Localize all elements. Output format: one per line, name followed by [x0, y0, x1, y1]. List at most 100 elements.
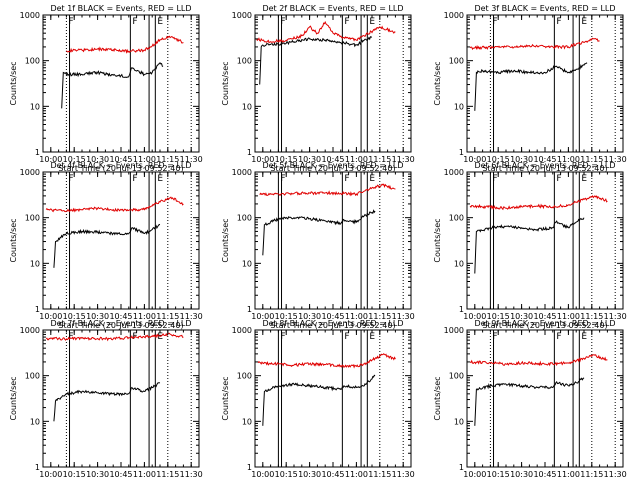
x-tick-label: 10:45: [533, 312, 556, 321]
x-tick-label: 10:30: [298, 312, 321, 321]
x-axis-label: Start Time (20-Jul-13 09:52:40): [270, 164, 395, 173]
x-tick-label: 10:15: [487, 470, 510, 479]
x-tick-label: 10:30: [86, 155, 109, 164]
x-tick-label: 11:30: [604, 470, 627, 479]
x-tick-label: 10:00: [251, 312, 274, 321]
time-marker-label: F: [68, 332, 73, 342]
x-tick-label: 11:00: [133, 155, 156, 164]
y-tick-label: 1000: [232, 11, 252, 20]
y-tick-label: 10: [30, 259, 40, 268]
y-axis-label: Counts/sec: [433, 218, 442, 262]
panel-title: Det 9f BLACK = Events, RED = LLD: [474, 319, 615, 328]
x-tick-label: 11:30: [604, 155, 627, 164]
plot-frame: [466, 14, 624, 153]
time-marker-label: E: [157, 332, 163, 342]
lld-series-line: [469, 195, 608, 211]
y-tick-label: 1: [35, 305, 40, 314]
time-marker-label: F: [132, 174, 137, 184]
panel-title: Det 5f BLACK = Events, RED = LLD: [262, 161, 403, 170]
x-axis-label: Start Time (20-Jul-13 09:52:40): [270, 321, 395, 330]
detector-panel: Det 2f BLACK = Events, RED = LLD F F E 1 10 10…: [221, 4, 415, 173]
panel-title: Det 8f BLACK = Events, RED = LLD: [262, 319, 403, 328]
x-tick-label: 11:15: [156, 312, 179, 321]
time-marker-label: F: [132, 17, 137, 27]
y-tick-label: 100: [25, 57, 40, 66]
time-marker-label: E: [369, 17, 375, 27]
lld-series-line: [45, 196, 184, 213]
time-marker-label: E: [157, 174, 163, 184]
x-tick-label: 11:30: [604, 312, 627, 321]
x-tick-label: 11:15: [156, 155, 179, 164]
y-tick-label: 1: [35, 463, 40, 472]
x-tick-label: 10:45: [109, 155, 132, 164]
time-marker-label: F: [280, 17, 285, 27]
x-tick-label: 10:45: [109, 470, 132, 479]
plot-frame: [42, 329, 200, 468]
y-tick-label: 1000: [20, 326, 40, 335]
y-tick-label: 10: [30, 102, 40, 111]
x-tick-label: 10:45: [533, 155, 556, 164]
events-series-line: [61, 61, 164, 109]
x-axis-label: Start Time (20-Jul-13 09:52:40): [58, 321, 183, 330]
events-series-line: [53, 223, 161, 268]
x-tick-label: 10:45: [321, 155, 344, 164]
time-marker-label: F: [556, 332, 561, 342]
time-marker-label: E: [157, 17, 163, 27]
x-tick-label: 10:30: [510, 312, 533, 321]
x-tick-label: 11:00: [345, 312, 368, 321]
y-tick-label: 100: [25, 214, 40, 223]
y-axis-label: Counts/sec: [221, 61, 230, 105]
panel-title: Det 3f BLACK = Events, RED = LLD: [474, 4, 615, 13]
x-tick-label: 10:30: [510, 470, 533, 479]
time-marker-label: E: [581, 17, 587, 27]
events-series-line: [474, 62, 588, 111]
events-series-line: [262, 209, 376, 256]
x-tick-label: 10:00: [39, 155, 62, 164]
y-tick-label: 10: [30, 417, 40, 426]
x-tick-label: 10:15: [487, 155, 510, 164]
x-tick-label: 10:15: [275, 312, 298, 321]
y-tick-label: 100: [449, 214, 464, 223]
y-axis-label: Counts/sec: [221, 376, 230, 420]
y-tick-label: 1000: [444, 168, 464, 177]
x-tick-label: 10:45: [321, 470, 344, 479]
x-tick-label: 11:30: [180, 155, 203, 164]
time-marker-label: F: [492, 17, 497, 27]
x-tick-label: 10:15: [275, 470, 298, 479]
y-tick-label: 1: [247, 305, 252, 314]
x-axis-label: Start Time (20-Jul-13 09:52:40): [482, 164, 607, 173]
x-tick-label: 10:45: [321, 312, 344, 321]
y-axis-label: Counts/sec: [433, 376, 442, 420]
time-marker-label: F: [344, 174, 349, 184]
time-marker-label: F: [68, 174, 73, 184]
x-tick-label: 10:00: [463, 470, 486, 479]
y-tick-label: 1000: [232, 326, 252, 335]
x-tick-label: 10:00: [251, 155, 274, 164]
y-tick-label: 1: [35, 148, 40, 157]
time-marker-label: F: [68, 17, 73, 27]
lld-series-line: [45, 332, 184, 342]
y-tick-label: 1: [459, 148, 464, 157]
y-tick-label: 1: [459, 305, 464, 314]
y-tick-label: 1000: [232, 168, 252, 177]
x-tick-label: 11:30: [180, 312, 203, 321]
time-marker-label: F: [492, 332, 497, 342]
detector-panel: Det 6f BLACK = Events, RED = LLD F F E 1 10 10…: [433, 161, 627, 330]
events-series-line: [262, 374, 376, 426]
panel-title: Det 7f BLACK = Events, RED = LLD: [50, 319, 191, 328]
x-tick-label: 10:45: [109, 312, 132, 321]
detector-panel: Det 4f BLACK = Events, RED = LLD F F E 1 10 10…: [9, 161, 203, 330]
y-tick-label: 1000: [20, 11, 40, 20]
x-tick-label: 10:15: [275, 155, 298, 164]
plot-frame: [42, 171, 200, 310]
x-tick-label: 10:00: [463, 312, 486, 321]
y-tick-label: 1: [247, 148, 252, 157]
y-tick-label: 10: [454, 102, 464, 111]
time-marker-label: F: [556, 174, 561, 184]
y-axis-label: Counts/sec: [9, 61, 18, 105]
y-tick-label: 1000: [444, 11, 464, 20]
time-marker-label: E: [581, 174, 587, 184]
y-tick-label: 100: [237, 372, 252, 381]
x-tick-label: 10:15: [63, 312, 86, 321]
